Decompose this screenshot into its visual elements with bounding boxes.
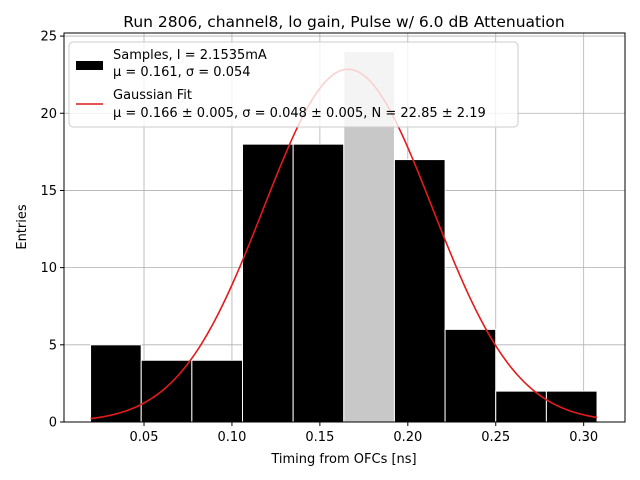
x-tick-label: 0.20: [393, 430, 422, 445]
histogram-bar: [545, 390, 598, 423]
y-tick-label: 25: [40, 30, 57, 45]
histogram-bar: [444, 328, 497, 423]
y-axis-ticks: 0 5 10 15 20 25: [40, 30, 64, 431]
y-tick-label: 0: [49, 416, 57, 431]
x-tick-label: 0.15: [305, 430, 334, 445]
legend-box: [68, 41, 519, 128]
y-axis-label: Entries: [15, 204, 30, 250]
legend-samples-swatch: [76, 61, 103, 70]
x-tick-label: 0.05: [130, 430, 159, 445]
histogram-bar: [393, 159, 446, 423]
histogram-bar: [242, 143, 294, 423]
x-tick-label: 0.10: [217, 430, 246, 445]
x-tick-label: 0.25: [481, 430, 510, 445]
histogram-bar: [191, 359, 244, 423]
x-tick-label: 0.30: [569, 430, 598, 445]
histogram-bar: [292, 143, 345, 423]
y-tick-label: 10: [40, 261, 57, 276]
plot-frame: [63, 32, 626, 423]
x-axis-label: Timing from OFCs [ns]: [270, 452, 416, 467]
legend: Samples, I = 2.1535mA μ = 0.161, σ = 0.0…: [68, 41, 519, 128]
legend-samples-label: Samples, I = 2.1535mA: [113, 48, 267, 63]
histogram-bar: [90, 344, 142, 423]
legend-fit-label: Gaussian Fit: [113, 88, 192, 103]
legend-samples-stats: μ = 0.161, σ = 0.054: [113, 65, 251, 80]
x-axis-ticks: 0.05 0.10 0.15 0.20 0.25 0.30: [130, 422, 598, 445]
histogram-bar: [495, 390, 547, 423]
y-tick-label: 5: [49, 338, 57, 353]
legend-fit-stats: μ = 0.166 ± 0.005, σ = 0.048 ± 0.005, N …: [113, 106, 486, 121]
chart-title: Run 2806, channel8, lo gain, Pulse w/ 6.…: [123, 13, 564, 31]
y-tick-label: 20: [40, 107, 57, 122]
y-tick-label: 15: [40, 184, 57, 199]
